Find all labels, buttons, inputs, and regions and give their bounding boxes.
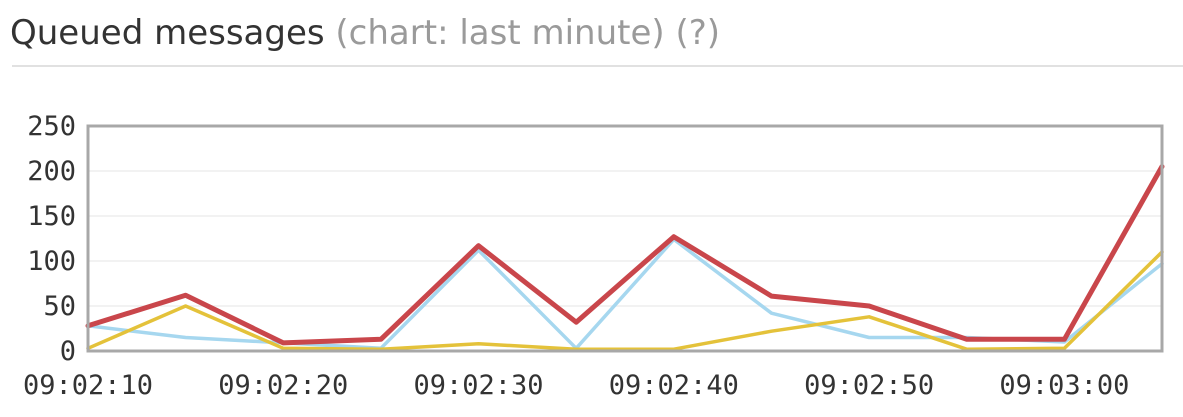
- x-tick-label: 09:02:50: [804, 370, 934, 401]
- header-divider: [12, 65, 1183, 67]
- x-tick-label: 09:02:40: [609, 370, 739, 401]
- chart-title: Queued messages: [10, 13, 325, 53]
- y-tick-label: 50: [43, 291, 76, 322]
- y-tick-label: 0: [60, 336, 76, 367]
- grid-lines: [88, 170, 1162, 307]
- y-tick-label: 150: [27, 201, 76, 232]
- y-tick-label: 100: [27, 246, 76, 277]
- x-tick-label: 09:02:30: [414, 370, 544, 401]
- x-tick-label: 09:02:20: [218, 370, 348, 401]
- x-tick-label: 09:03:00: [999, 370, 1129, 401]
- chart-subtitle: (chart: last minute): [335, 13, 665, 53]
- series-line-3: [86, 250, 1164, 351]
- y-axis-ticks: 0 50 100 150 200 250: [27, 111, 76, 367]
- y-tick-label: 200: [27, 156, 76, 187]
- chart-series: [85, 164, 1165, 351]
- chart-header: Queued messages (chart: last minute) (?): [10, 11, 720, 55]
- x-tick-label: 09:02:10: [23, 370, 153, 401]
- plot-frame: [86, 124, 1164, 353]
- x-axis-ticks: 09:02:10 09:02:20 09:02:30 09:02:40 09:02:50…: [23, 370, 1129, 401]
- y-tick-label: 250: [27, 111, 76, 142]
- help-link[interactable]: (?): [675, 13, 721, 53]
- series-line-1: [85, 164, 1165, 346]
